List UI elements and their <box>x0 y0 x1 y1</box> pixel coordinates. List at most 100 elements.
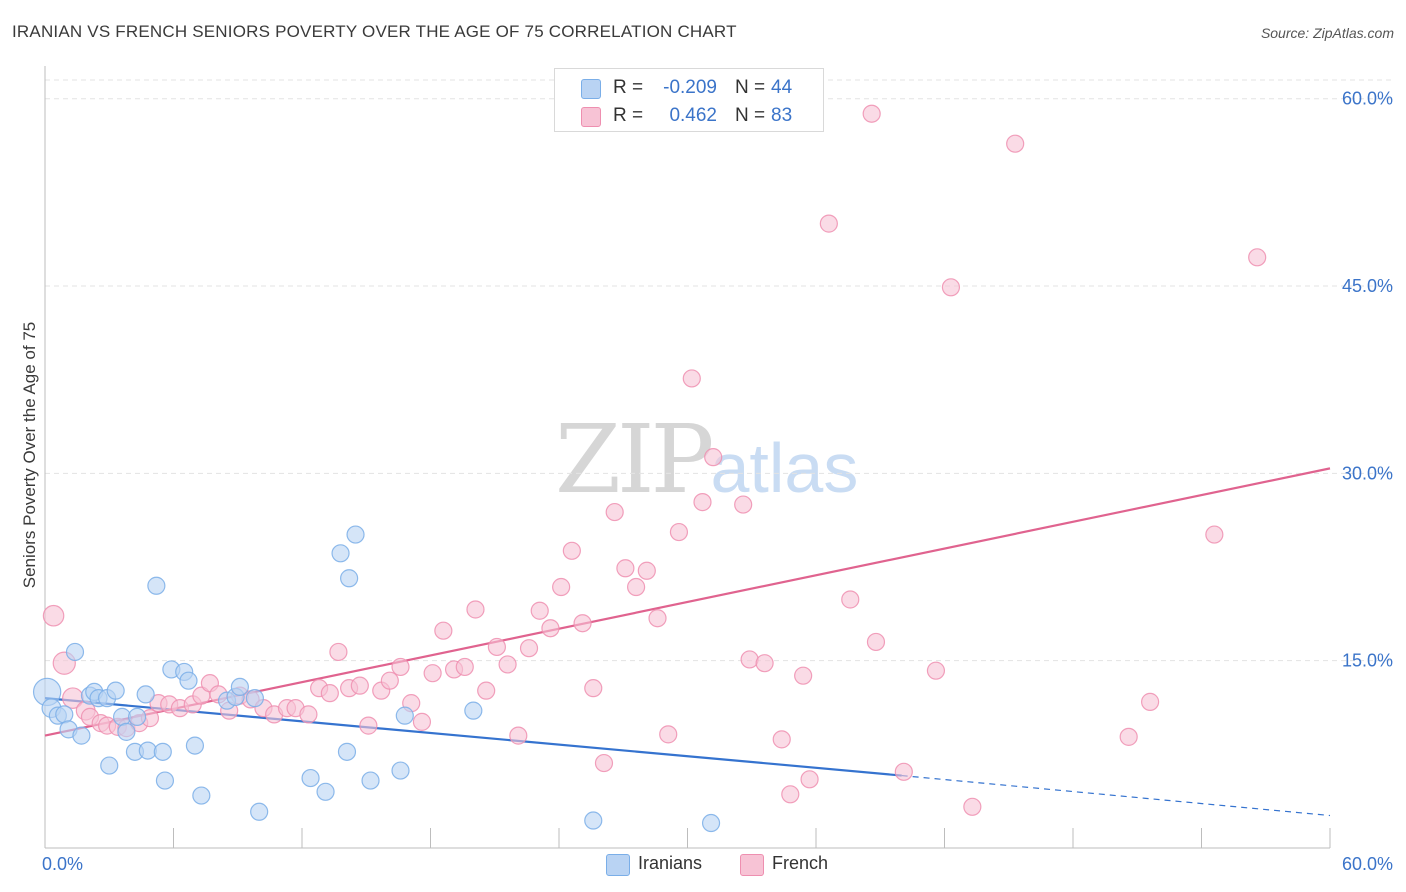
chart-source: Source: ZipAtlas.com <box>1260 25 1394 41</box>
stats-row-french: R = 0.462 N = 83 <box>555 101 823 129</box>
french-point <box>926 661 946 680</box>
iranians-point <box>331 544 350 563</box>
legend-label: French <box>772 853 829 873</box>
iranians-point <box>250 802 269 821</box>
french-point <box>42 604 65 627</box>
french-point <box>772 730 791 749</box>
french-point <box>584 679 603 698</box>
iranians-point <box>316 782 335 801</box>
gridlines <box>45 79 1395 662</box>
iranians-point <box>65 642 85 662</box>
iranians-point <box>100 756 119 775</box>
iranians-point <box>337 742 357 761</box>
french-point <box>573 614 592 633</box>
french-point <box>740 650 759 669</box>
watermark: ZIPatlas <box>555 405 858 515</box>
stats-row-iranians: R = -0.209 N = 44 <box>555 73 823 101</box>
iranians-point <box>192 786 211 805</box>
french-point <box>477 681 496 700</box>
iranians-point <box>153 742 172 761</box>
french-point <box>659 725 678 744</box>
iranians-trend-extension <box>901 774 1331 817</box>
french-point <box>594 753 614 773</box>
french-swatch <box>581 107 601 127</box>
n-value: 44 <box>771 77 793 98</box>
n-value: 83 <box>771 105 793 126</box>
french-point <box>819 214 838 233</box>
iranians-point <box>55 705 74 724</box>
y-tick-label: 60.0% <box>1342 89 1393 109</box>
x-tick-label: 0.0% <box>42 854 83 874</box>
iranians-point <box>464 701 483 720</box>
french-point <box>616 559 635 578</box>
iranians-point <box>346 525 365 544</box>
french-legend-swatch <box>740 854 764 876</box>
french-point <box>704 448 723 467</box>
stats-box: R = -0.209 N = 44 R = 0.462 N = 83 <box>554 68 824 132</box>
french-point <box>541 619 560 638</box>
french-point <box>862 104 881 123</box>
french-point <box>466 600 485 619</box>
r-label: R = <box>613 77 644 98</box>
french-point <box>498 655 517 674</box>
iranians-point <box>72 726 91 745</box>
iranians-point <box>301 768 320 788</box>
french-point <box>530 601 549 620</box>
iranians-point <box>185 736 205 755</box>
french-point <box>800 770 819 789</box>
french-point <box>391 657 410 677</box>
iranians-point <box>701 813 721 833</box>
y-axis-label: Seniors Poverty Over the Age of 75 <box>20 321 39 589</box>
french-point <box>781 785 800 804</box>
french-point <box>320 684 339 703</box>
iranians-point <box>584 811 603 830</box>
french-point <box>626 577 646 597</box>
french-point <box>637 561 656 580</box>
data-points <box>32 104 1267 833</box>
iranians-point <box>395 706 414 725</box>
iranians-point <box>245 689 264 708</box>
french-point <box>552 577 571 597</box>
french-point <box>1140 692 1160 711</box>
french-point <box>423 664 442 683</box>
iranians-point <box>106 681 125 700</box>
y-tick-label: 45.0% <box>1342 276 1393 296</box>
french-point <box>841 590 860 609</box>
french-point <box>412 712 432 731</box>
french-point <box>487 637 506 657</box>
french-point <box>794 666 813 685</box>
french-point <box>350 676 369 695</box>
legend-label: Iranians <box>638 853 703 873</box>
iranians-point <box>117 722 136 741</box>
french-point <box>359 716 378 735</box>
n-label: N = <box>735 105 766 126</box>
iranians-point <box>179 671 198 690</box>
french-point <box>509 726 528 745</box>
french-point <box>941 278 961 297</box>
iranians-point <box>138 741 157 760</box>
french-point <box>669 522 689 542</box>
iranians-legend-swatch <box>606 854 630 876</box>
french-point <box>682 369 701 388</box>
french-point <box>455 657 474 677</box>
french-point <box>648 609 667 628</box>
n-label: N = <box>735 77 766 98</box>
french-point <box>693 492 712 512</box>
french-point <box>329 642 348 662</box>
french-point <box>866 632 886 652</box>
trend-lines <box>44 467 1331 817</box>
axes <box>44 66 1331 849</box>
x-tick-label: 60.0% <box>1342 854 1393 874</box>
french-point <box>1006 134 1025 153</box>
iranians-point <box>136 685 155 704</box>
iranians-point <box>155 771 175 790</box>
iranians-point <box>340 569 359 588</box>
iranians-point <box>147 576 166 595</box>
y-tick-label: 30.0% <box>1342 463 1393 483</box>
french-point <box>605 502 624 522</box>
chart-title: IRANIAN VS FRENCH SENIORS POVERTY OVER T… <box>12 22 737 41</box>
iranians-swatch <box>581 79 601 99</box>
french-point <box>1119 727 1138 746</box>
french-point <box>734 495 753 514</box>
